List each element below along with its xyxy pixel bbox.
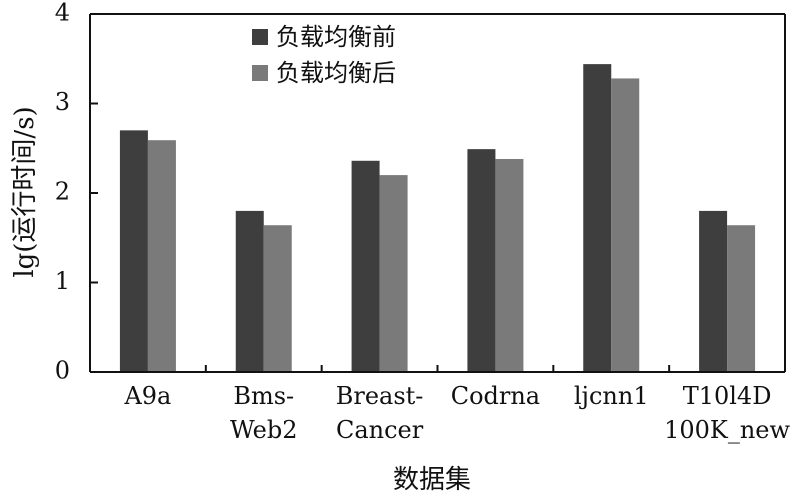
y-tick-label: 0 — [55, 357, 70, 385]
bar-after-2 — [379, 175, 408, 372]
x-tick-label: Web2 — [230, 416, 298, 444]
y-axis-ticks: 0 1 2 3 4 — [55, 0, 98, 385]
x-tick-label: Bms- — [233, 382, 294, 410]
x-tick-label: 100K_new — [664, 416, 790, 444]
bar-before-5 — [699, 210, 728, 372]
bar-before-1 — [235, 210, 264, 372]
x-tick-label: Breast- — [336, 382, 424, 410]
x-axis-title: 数据集 — [393, 465, 471, 495]
bar-before-2 — [351, 160, 380, 372]
y-axis-title: lg(运行时间/s) — [10, 106, 40, 277]
bar-after-3 — [495, 158, 524, 372]
bar-after-5 — [727, 225, 756, 372]
legend-swatch-0 — [252, 29, 268, 45]
x-tick-label: ljcnn1 — [574, 382, 649, 410]
legend-label-0: 负载均衡前 — [276, 23, 396, 51]
y-tick-label: 2 — [55, 178, 70, 206]
legend-label-1: 负载均衡后 — [276, 59, 396, 87]
bar-after-0 — [147, 140, 176, 372]
bar-before-4 — [583, 64, 612, 373]
x-tick-label: T10l4D — [683, 382, 772, 410]
bar-after-1 — [263, 225, 292, 372]
bar-before-0 — [119, 130, 148, 372]
y-tick-label: 4 — [55, 0, 70, 27]
bar-after-4 — [611, 78, 640, 372]
x-tick-label: Codrna — [451, 382, 540, 410]
x-axis-ticks: A9a Bms- Web2 Breast- Cancer Codrna ljcnn1 T10l… — [123, 365, 791, 444]
x-tick-label: A9a — [123, 382, 171, 410]
y-tick-label: 3 — [55, 88, 70, 116]
legend-swatch-1 — [252, 65, 268, 81]
x-tick-label: Cancer — [336, 416, 424, 444]
bar-before-3 — [467, 149, 496, 372]
bars — [119, 64, 756, 373]
y-tick-label: 1 — [55, 267, 70, 295]
